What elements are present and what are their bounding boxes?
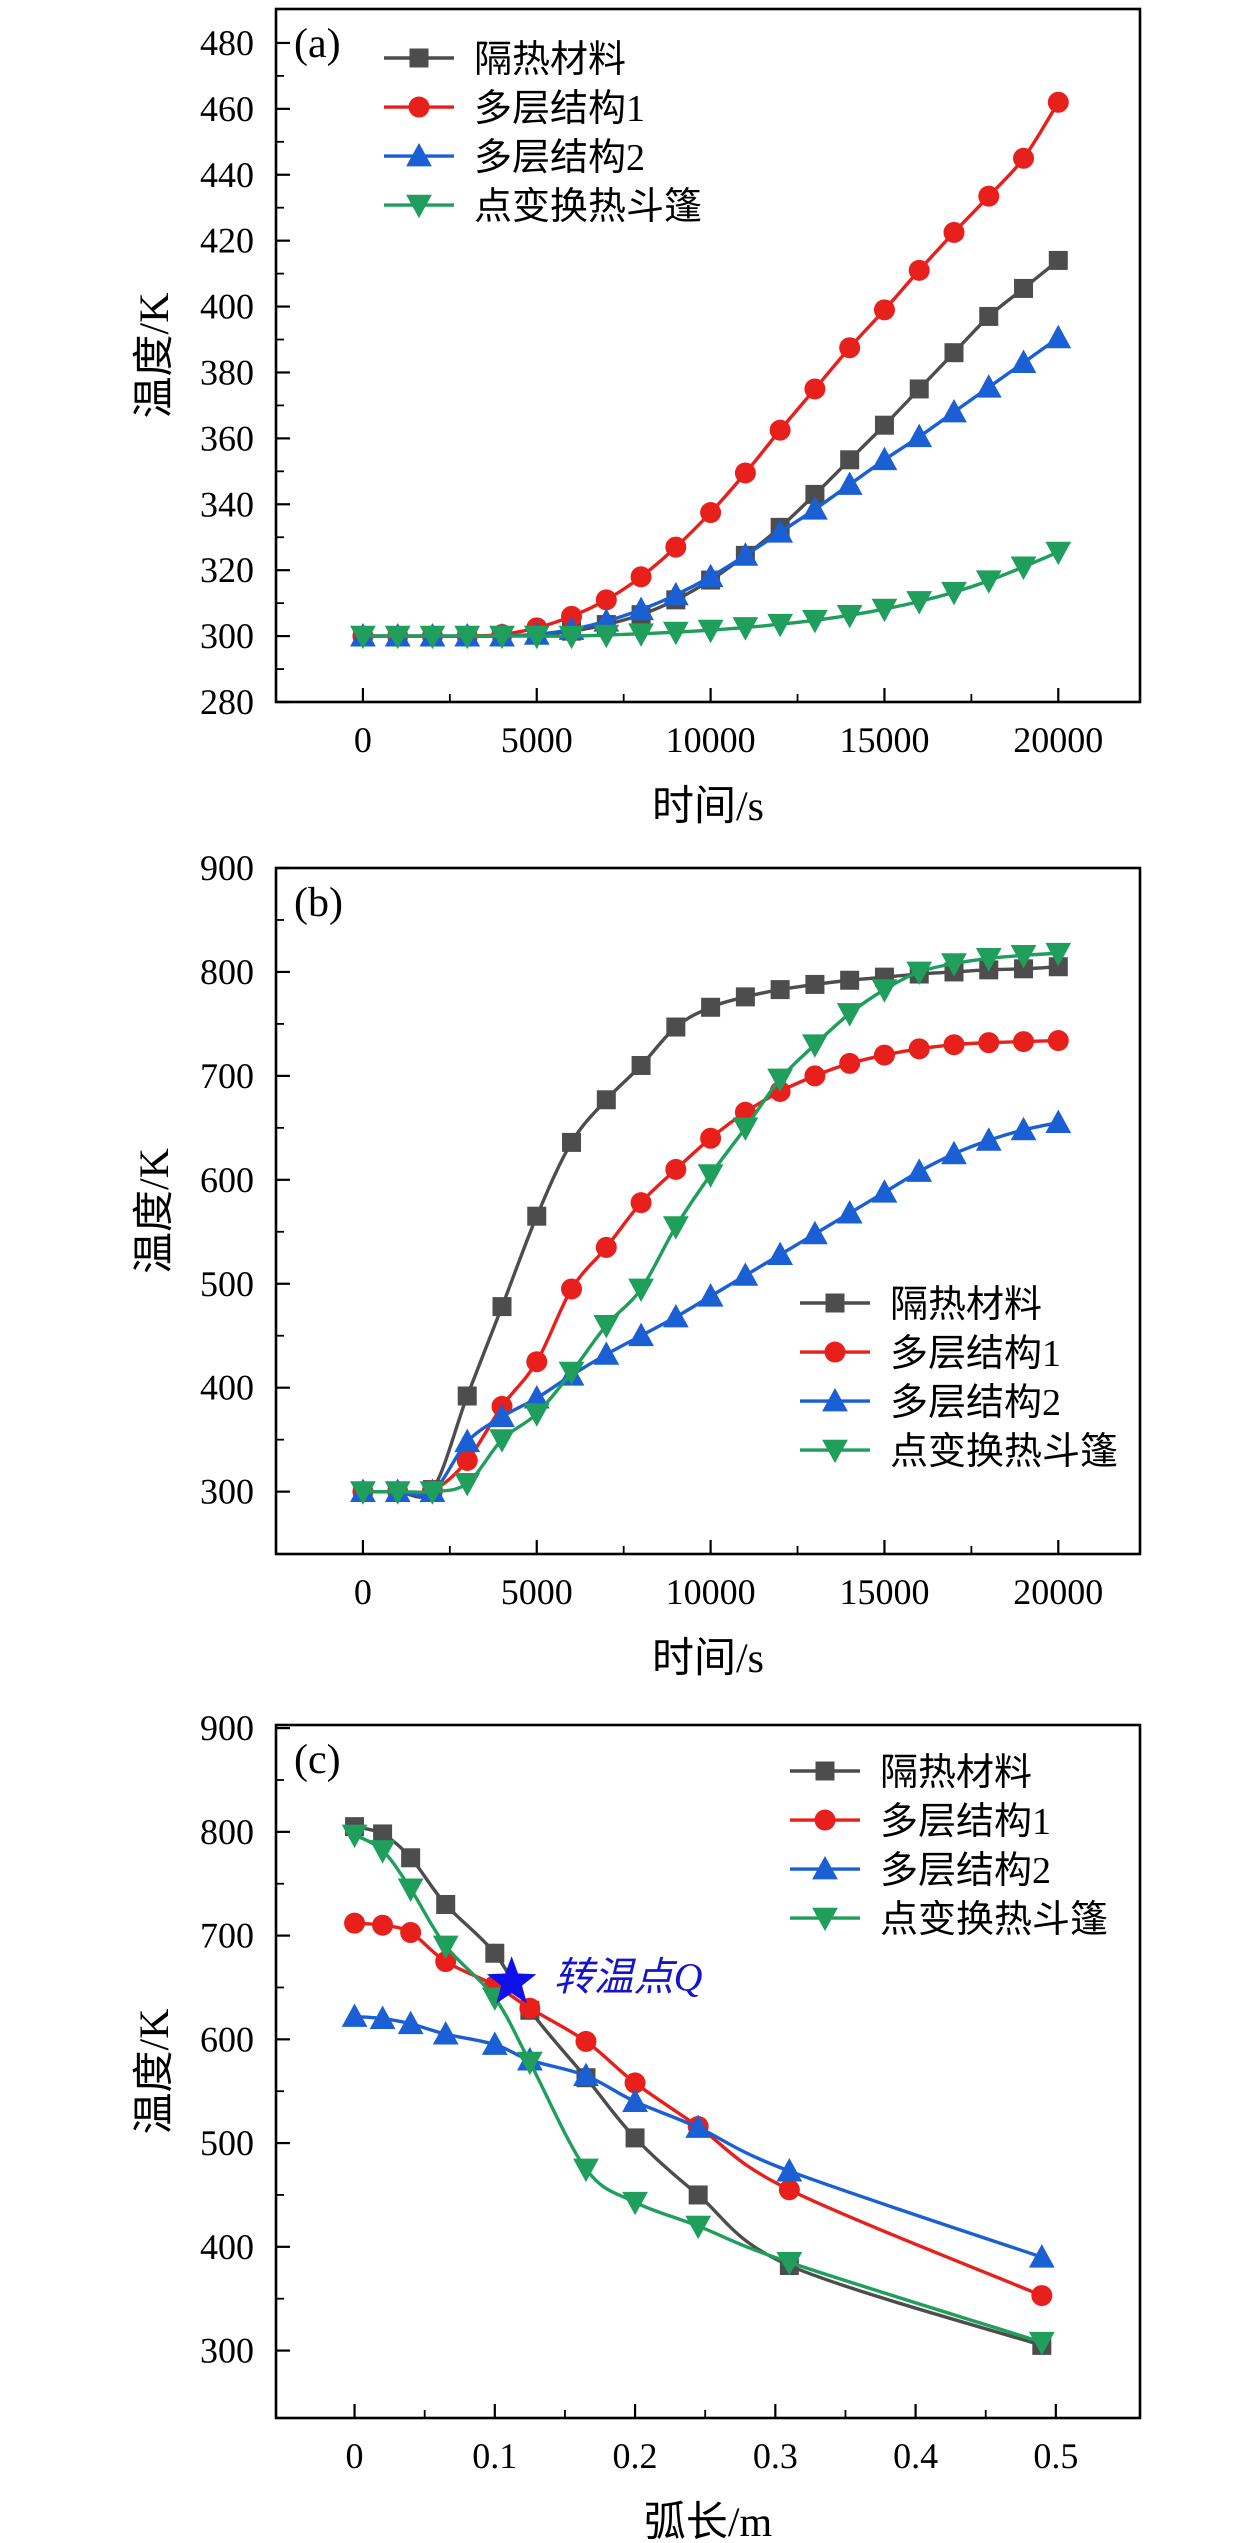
svg-text:15000: 15000 <box>839 1572 929 1612</box>
svg-text:600: 600 <box>200 1160 254 1200</box>
svg-text:440: 440 <box>200 155 254 195</box>
svg-text:300: 300 <box>200 1472 254 1512</box>
svg-text:5000: 5000 <box>501 720 573 760</box>
svg-text:420: 420 <box>200 221 254 261</box>
svg-text:多层结构2: 多层结构2 <box>890 1382 1061 1424</box>
svg-text:20000: 20000 <box>1013 720 1103 760</box>
svg-text:时间/s: 时间/s <box>652 784 764 830</box>
svg-text:0.5: 0.5 <box>1033 2436 1078 2476</box>
svg-text:点变换热斗篷: 点变换热斗篷 <box>880 1899 1108 1941</box>
svg-text:300: 300 <box>200 616 254 656</box>
svg-text:340: 340 <box>200 484 254 524</box>
svg-text:0: 0 <box>354 1572 372 1612</box>
svg-text:800: 800 <box>200 952 254 992</box>
svg-text:多层结构1: 多层结构1 <box>890 1333 1061 1375</box>
svg-text:320: 320 <box>200 550 254 590</box>
svg-text:900: 900 <box>200 1708 254 1748</box>
svg-text:0.4: 0.4 <box>893 2436 938 2476</box>
svg-text:10000: 10000 <box>666 1572 756 1612</box>
svg-text:0.3: 0.3 <box>753 2436 798 2476</box>
svg-text:点变换热斗篷: 点变换热斗篷 <box>474 186 702 228</box>
svg-text:500: 500 <box>200 2123 254 2163</box>
svg-text:多层结构2: 多层结构2 <box>880 1850 1051 1892</box>
svg-text:300: 300 <box>200 2331 254 2371</box>
svg-text:10000: 10000 <box>666 720 756 760</box>
svg-text:0: 0 <box>346 2436 364 2476</box>
svg-text:点变换热斗篷: 点变换热斗篷 <box>890 1431 1118 1473</box>
svg-text:(a): (a) <box>294 21 341 67</box>
svg-text:280: 280 <box>200 682 254 722</box>
svg-text:700: 700 <box>200 1056 254 1096</box>
svg-text:隔热材料: 隔热材料 <box>880 1752 1032 1794</box>
svg-text:15000: 15000 <box>839 720 929 760</box>
svg-text:温度/K: 温度/K <box>132 292 178 418</box>
svg-text:(c): (c) <box>294 1737 341 1783</box>
svg-text:460: 460 <box>200 89 254 129</box>
svg-text:360: 360 <box>200 418 254 458</box>
svg-text:400: 400 <box>200 1368 254 1408</box>
svg-text:弧长/m: 弧长/m <box>644 2500 773 2543</box>
svg-text:转温点Q: 转温点Q <box>554 1954 703 1999</box>
svg-text:400: 400 <box>200 2227 254 2267</box>
svg-text:900: 900 <box>200 848 254 888</box>
svg-text:0.2: 0.2 <box>613 2436 658 2476</box>
svg-text:多层结构1: 多层结构1 <box>880 1801 1051 1843</box>
svg-text:700: 700 <box>200 1916 254 1956</box>
svg-text:隔热材料: 隔热材料 <box>474 39 626 81</box>
svg-text:0: 0 <box>354 720 372 760</box>
svg-text:温度/K: 温度/K <box>132 1148 178 1274</box>
svg-text:500: 500 <box>200 1264 254 1304</box>
svg-text:400: 400 <box>200 287 254 327</box>
svg-text:600: 600 <box>200 2019 254 2059</box>
svg-text:380: 380 <box>200 352 254 392</box>
svg-text:20000: 20000 <box>1013 1572 1103 1612</box>
svg-text:多层结构2: 多层结构2 <box>474 137 645 179</box>
svg-text:(b): (b) <box>294 880 343 926</box>
svg-text:800: 800 <box>200 1812 254 1852</box>
svg-text:时间/s: 时间/s <box>652 1636 764 1682</box>
svg-text:隔热材料: 隔热材料 <box>890 1284 1042 1326</box>
svg-text:480: 480 <box>200 23 254 63</box>
svg-text:多层结构1: 多层结构1 <box>474 88 645 130</box>
svg-text:温度/K: 温度/K <box>132 2008 178 2134</box>
svg-text:0.1: 0.1 <box>472 2436 517 2476</box>
svg-text:5000: 5000 <box>501 1572 573 1612</box>
